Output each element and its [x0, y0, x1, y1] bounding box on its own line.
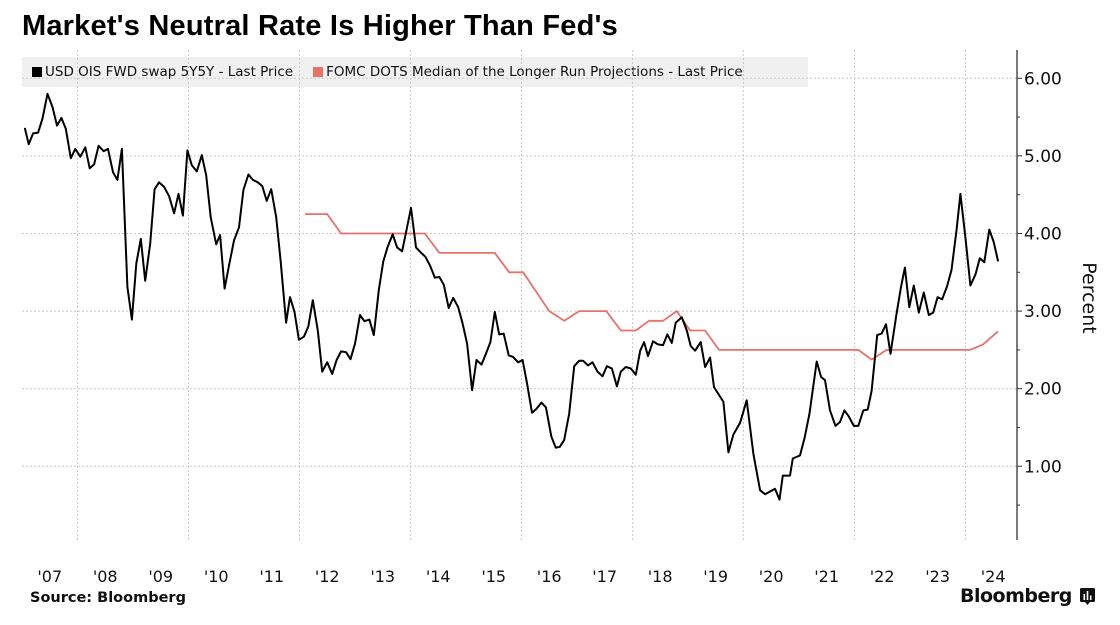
- x-tick-label: '09: [148, 567, 173, 586]
- y-tick-label: 3.00: [1024, 302, 1062, 322]
- y-tick-label: 4.00: [1024, 224, 1062, 244]
- x-tick-label: '07: [37, 567, 62, 586]
- x-tick-label: '14: [426, 567, 451, 586]
- source-note: Source: Bloomberg: [30, 590, 186, 606]
- x-tick-label: '20: [759, 567, 784, 586]
- x-tick-label: '22: [870, 567, 895, 586]
- x-tick-label: '11: [259, 567, 284, 586]
- y-tick-label: 2.00: [1024, 380, 1062, 400]
- series-line-fomc-dots: [305, 213, 999, 361]
- x-tick-label: '10: [204, 567, 229, 586]
- y-tick-label: 6.00: [1024, 69, 1062, 89]
- x-tick-label: '12: [315, 567, 340, 586]
- legend-label-usd-ois: USD OIS FWD swap 5Y5Y - Last Price: [45, 64, 294, 80]
- x-tick-label: '19: [703, 567, 728, 586]
- legend-item-usd-ois: USD OIS FWD swap 5Y5Y - Last Price: [32, 64, 293, 80]
- legend-label-fomc-dots: FOMC DOTS Median of the Longer Run Proje…: [326, 64, 743, 80]
- x-tick-label: '23: [925, 567, 950, 586]
- x-tick-label: '21: [814, 567, 839, 586]
- x-tick-label: '15: [481, 567, 506, 586]
- y-axis: 1.00 2.00 3.00 4.00 5.00 6.00: [1016, 50, 1062, 540]
- bloomberg-logo: Bloomberg: [960, 585, 1095, 607]
- x-tick-label: '13: [370, 567, 395, 586]
- legend-swatch-fomc-dots: [313, 67, 324, 77]
- bloomberg-chart-icon: [1079, 587, 1095, 605]
- x-tick-label: '08: [93, 567, 118, 586]
- y-axis-label: Percent: [1078, 262, 1100, 334]
- x-tick-label: '17: [592, 567, 617, 586]
- y-tick-label: 5.00: [1024, 147, 1062, 167]
- x-tick-label: '18: [648, 567, 673, 586]
- series-line-usd-ois-5y5y: [23, 92, 1000, 501]
- grid: [22, 50, 1017, 540]
- chart-title: Market's Neutral Rate Is Higher Than Fed…: [22, 10, 618, 42]
- x-tick-label: '16: [537, 567, 562, 586]
- legend: USD OIS FWD swap 5Y5Y - Last Price FOMC …: [22, 57, 808, 87]
- series-lines: [23, 92, 1000, 501]
- x-axis-labels: '07 '08 '09 '10 '11 '12 '13 '14 '15 '16 '17 '18 '19 '…: [37, 567, 1005, 586]
- y-tick-label: 1.00: [1024, 457, 1062, 477]
- legend-item-fomc-dots: FOMC DOTS Median of the Longer Run Proje…: [313, 64, 743, 80]
- legend-swatch-usd-ois: [32, 67, 42, 77]
- bloomberg-wordmark: Bloomberg: [960, 585, 1072, 607]
- x-tick-label: '24: [981, 567, 1006, 586]
